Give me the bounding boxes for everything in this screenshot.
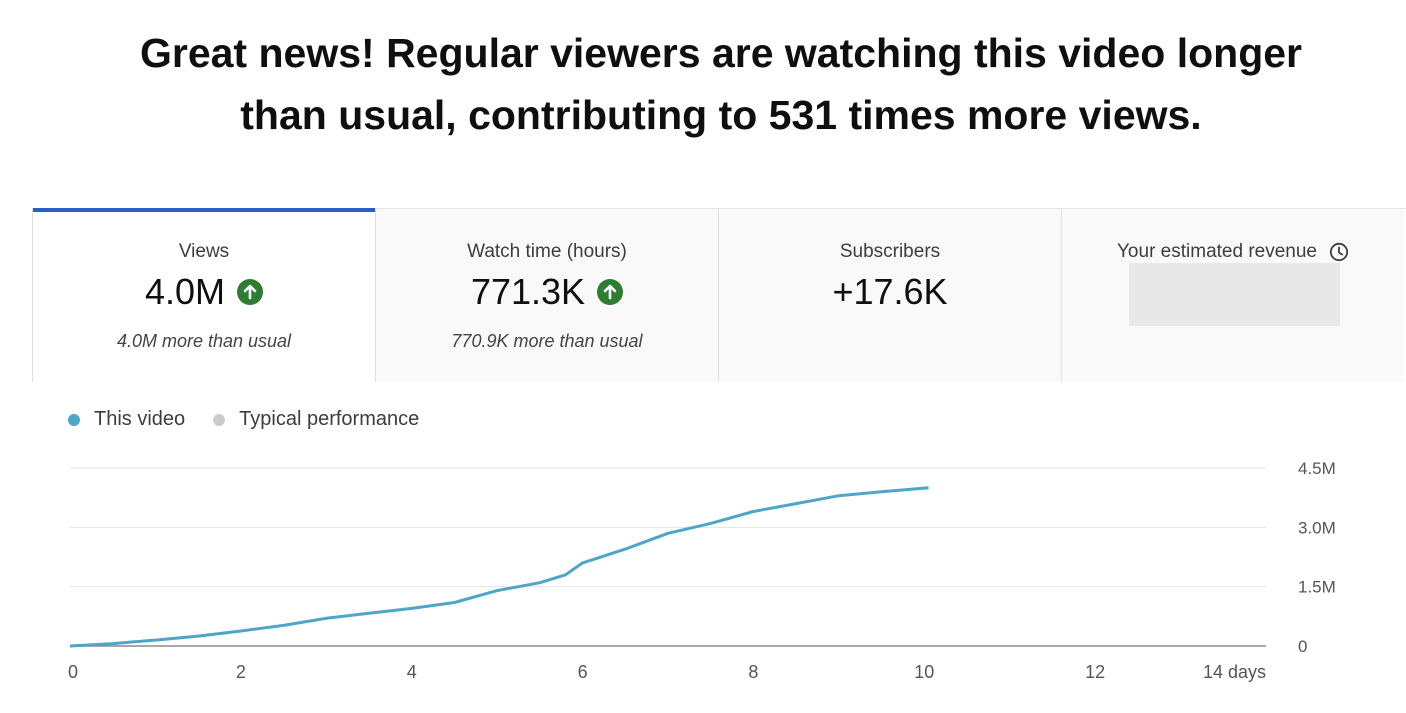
arrow-up-icon (237, 279, 264, 305)
legend-dot-typical (213, 413, 226, 426)
headline: Great news! Regular viewers are watching… (0, 22, 1406, 146)
subscribers-label: Subscribers (839, 241, 941, 262)
x-tick-label: 4 (407, 662, 417, 682)
legend-typical-label: Typical performance (239, 408, 420, 430)
y-tick-label: 4.5M (1298, 459, 1336, 478)
x-tick-label: 14 days (1203, 662, 1266, 682)
views-note: 4.0M more than usual (116, 331, 292, 351)
y-tick-label: 1.5M (1298, 578, 1336, 597)
watch-time-note: 770.9K more than usual (451, 331, 643, 351)
y-tick-label: 3.0M (1298, 518, 1336, 537)
metric-tabs: Views 4.0M 4.0M more than usual Watch ti… (32, 208, 1406, 382)
revenue-label: Your estimated revenue (1117, 241, 1317, 262)
watch-time-value: 771.3K (470, 271, 586, 312)
clock-icon[interactable] (1329, 242, 1349, 262)
x-tick-label: 6 (578, 662, 588, 682)
subscribers-value: +17.6K (832, 271, 948, 312)
watch-time-label: Watch time (hours) (467, 241, 627, 262)
tab-views[interactable]: Views 4.0M 4.0M more than usual (32, 208, 375, 382)
legend-this-video-label: This video (94, 408, 186, 430)
series-line-this-video (69, 486, 929, 648)
tab-watch-time[interactable]: Watch time (hours) 771.3K 770.9K more th… (375, 209, 718, 382)
headline-line-1: Great news! Regular viewers are watching… (139, 30, 1302, 76)
x-tick-label: 2 (236, 662, 246, 682)
legend-dot-this-video (68, 413, 80, 426)
legend-this-video: This video (68, 408, 185, 431)
y-tick-label: 0 (1298, 637, 1307, 656)
headline-line-2: than usual, contributing to 531 times mo… (240, 92, 1202, 138)
x-tick-label: 8 (748, 662, 758, 682)
legend-typical: Typical performance (213, 408, 419, 431)
views-line-chart: 0 1.5M 3.0M 4.5M 0 2 4 6 8 10 12 14 days (68, 459, 1336, 682)
tab-subscribers[interactable]: Subscribers +17.6K (718, 209, 1061, 382)
arrow-up-icon (597, 279, 624, 305)
views-label: Views (178, 241, 230, 262)
views-value: 4.0M (144, 271, 226, 312)
selected-tab-indicator (33, 208, 375, 212)
chart-legend: This video Typical performance (68, 408, 447, 431)
x-tick-label: 10 (914, 662, 934, 682)
x-tick-label: 0 (68, 662, 78, 682)
x-tick-label: 12 (1085, 662, 1105, 682)
revenue-value-placeholder (1129, 263, 1340, 326)
tab-estimated-revenue[interactable]: Your estimated revenue (1061, 209, 1404, 382)
